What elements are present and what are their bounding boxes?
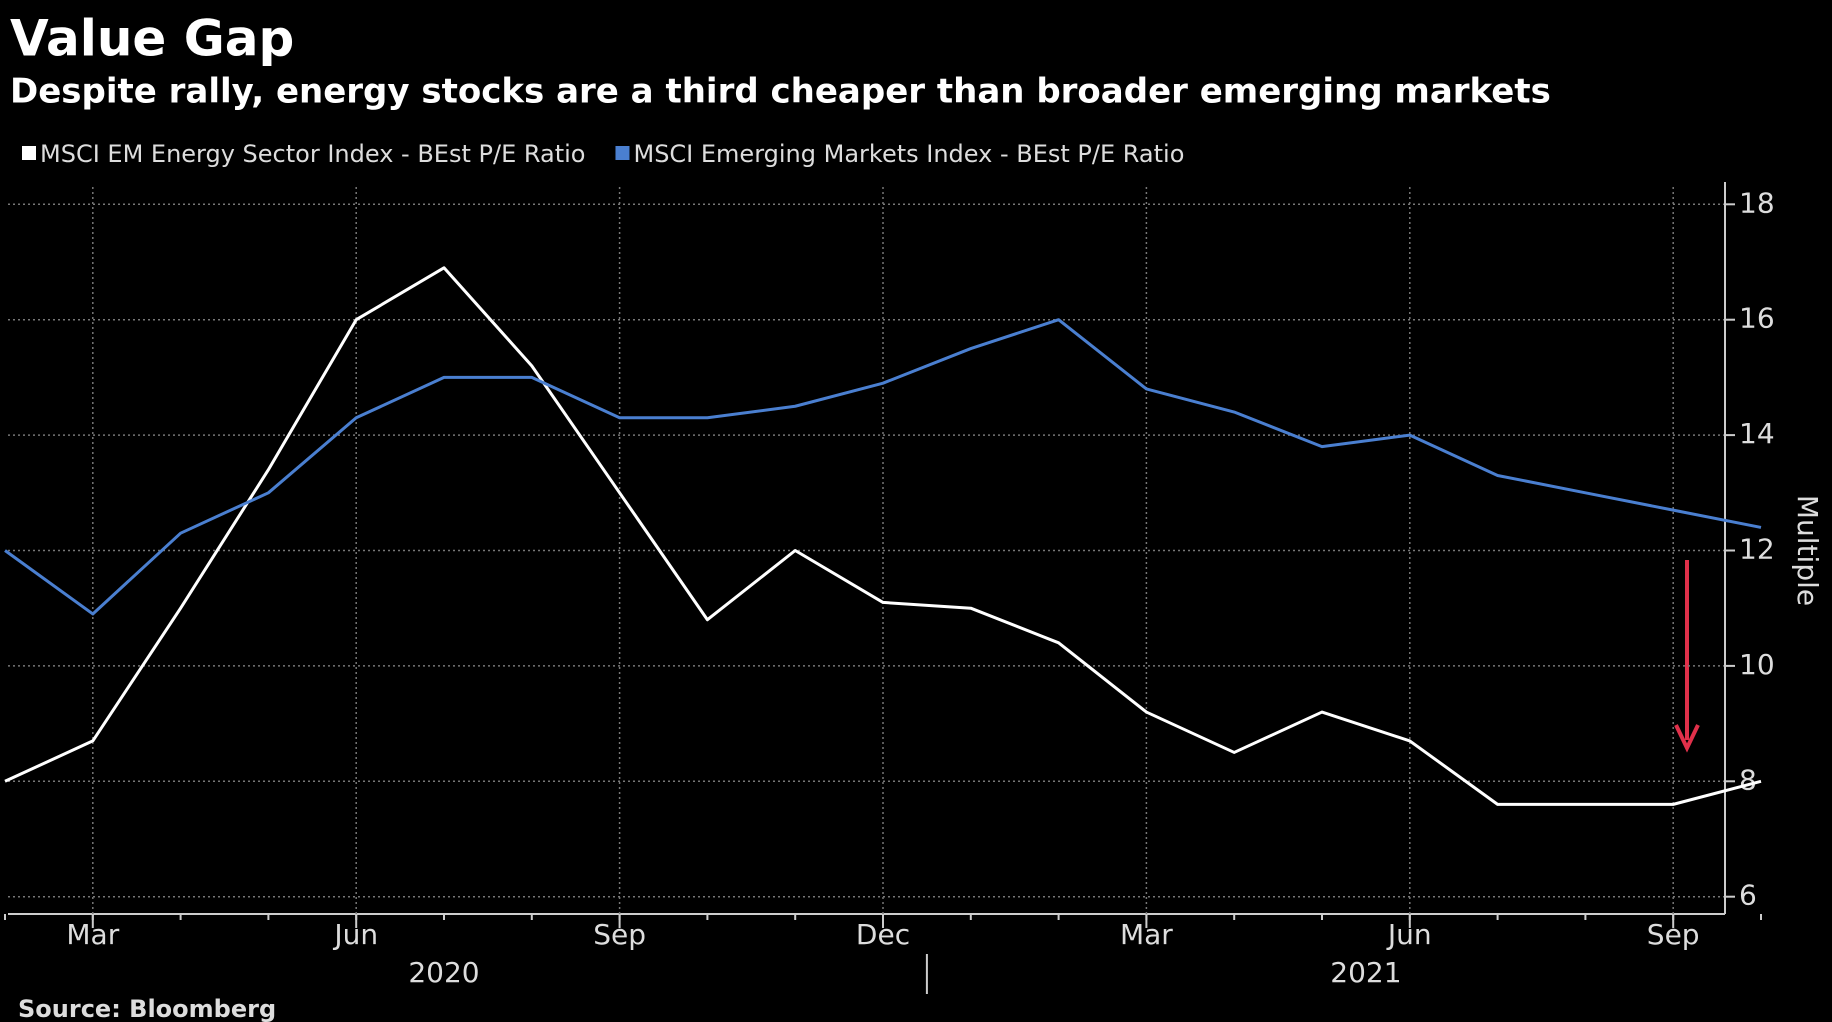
x-tick-label: Jun [1386,918,1432,951]
y-tick-label: 10 [1739,648,1775,681]
y-tick-label: 12 [1739,533,1775,566]
source: Source: Bloomberg [18,995,276,1022]
chart-subtitle: Despite rally, energy stocks are a third… [10,72,1551,112]
annotation-arrow [1674,560,1700,753]
series-line [4,318,1762,616]
x-tick-label: Sep [593,918,646,951]
x-tick-label: Jun [332,918,378,951]
x-tick-label: Dec [856,918,910,951]
x-year-label: 2020 [408,956,479,989]
x-tick-label: Mar [1120,918,1173,951]
y-tick-label: 18 [1739,186,1775,219]
y-tick-label: 16 [1739,302,1775,335]
legend-label: MSCI Emerging Markets Index - BEst P/E R… [633,140,1184,168]
series-line [4,266,1762,806]
x-tick-label: Sep [1647,918,1700,951]
y-tick-label: 8 [1739,763,1757,796]
y-axis-label: Multiple [1791,495,1824,606]
chart-title: Value Gap [10,10,294,68]
y-tick-label: 14 [1739,417,1775,450]
legend-swatch [615,146,630,160]
x-year-label: 2021 [1330,956,1401,989]
y-tick-label: 6 [1739,879,1757,912]
x-tick-label: Mar [66,918,119,951]
legend-label: MSCI EM Energy Sector Index - BEst P/E R… [40,140,585,168]
legend-swatch [22,146,36,160]
